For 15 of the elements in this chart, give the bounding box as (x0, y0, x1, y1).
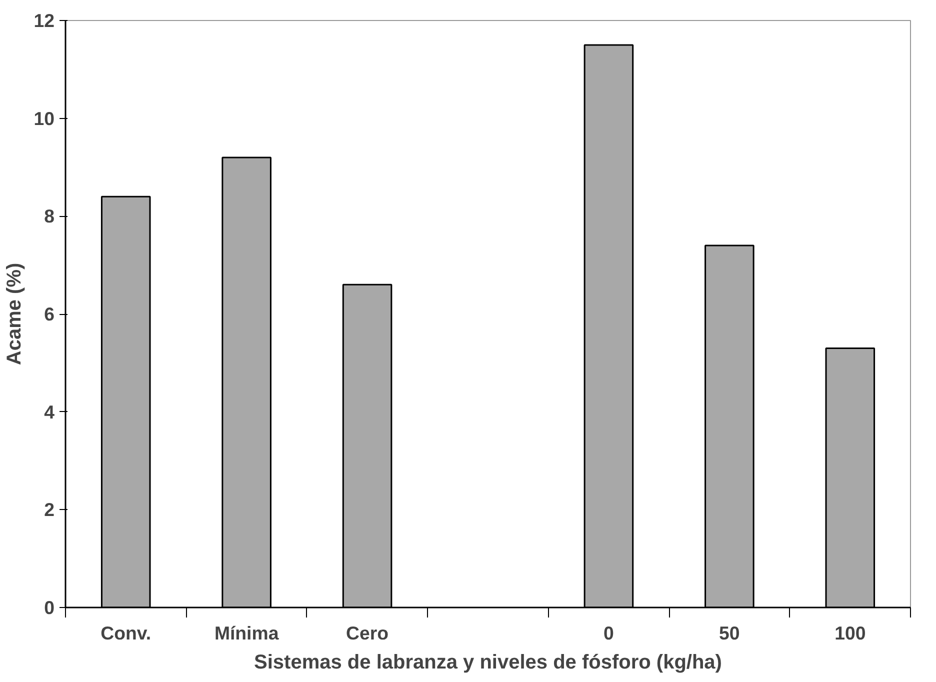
y-tick-label: 10 (34, 108, 55, 129)
y-tick-label: 12 (34, 10, 55, 31)
x-tick-label: Mínima (214, 622, 280, 644)
y-tick-label: 4 (44, 401, 56, 422)
x-axis-title: Sistemas de labranza y niveles de fósforo (kg/ha) (254, 652, 722, 674)
x-tick-label: Conv. (100, 622, 152, 644)
x-tick-label: 0 (604, 622, 614, 644)
y-axis-title: Acame (%) (4, 262, 26, 366)
x-tick-label: 100 (834, 622, 866, 644)
y-tick-label: 6 (44, 304, 55, 324)
y-tick-label: 2 (44, 499, 55, 520)
y-tick-label: 0 (44, 597, 55, 618)
y-tick-label: 8 (44, 206, 55, 227)
x-tick-label: 50 (719, 622, 740, 644)
x-tick-label: Cero (346, 622, 389, 644)
